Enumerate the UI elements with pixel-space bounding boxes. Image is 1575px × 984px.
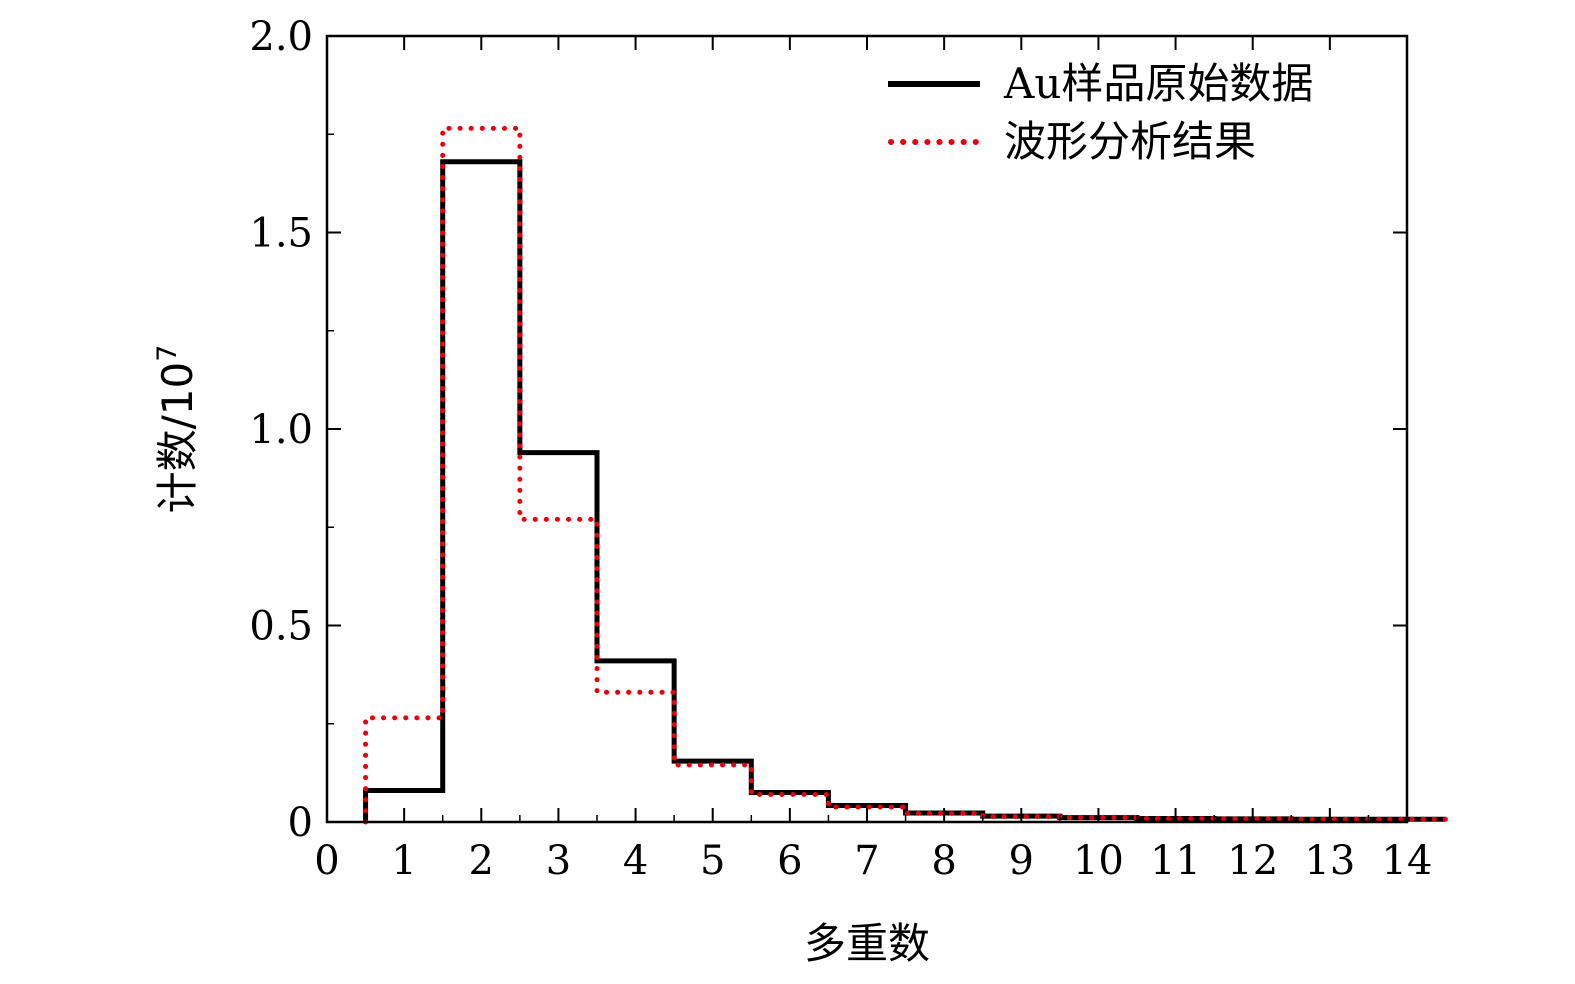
x-axis-title: 多重数 — [804, 919, 930, 968]
x-tick-label: 10 — [1073, 838, 1124, 884]
x-tick-label: 9 — [1009, 838, 1034, 884]
x-tick-label: 12 — [1227, 838, 1278, 884]
x-tick-label: 8 — [931, 838, 956, 884]
legend: Au样品原始数据 波形分析结果 — [888, 59, 1313, 166]
y-tick-label: 0.5 — [249, 604, 313, 650]
series-raw-data-step-line — [363, 159, 1446, 822]
y-tick-label: 0 — [288, 800, 313, 846]
y-tick-label: 2.0 — [249, 14, 313, 60]
legend-label-raw: Au样品原始数据 — [1003, 59, 1313, 108]
x-tick-label: 2 — [469, 838, 494, 884]
x-tick-label: 11 — [1150, 838, 1201, 884]
x-tick-label: 13 — [1304, 838, 1355, 884]
x-tick-label: 5 — [700, 838, 725, 884]
x-tick-label: 3 — [546, 838, 571, 884]
x-axis-ticks: 0 1 2 3 4 5 6 7 8 9 10 11 12 13 14 — [314, 36, 1432, 884]
x-tick-label: 6 — [777, 838, 802, 884]
y-axis-ticks: 0 0.5 1.0 1.5 2.0 — [249, 14, 1407, 846]
y-tick-label: 1.5 — [249, 211, 313, 257]
legend-label-waveform: 波形分析结果 — [1004, 117, 1256, 166]
y-axis-title: 计数/107 — [152, 345, 202, 514]
x-tick-label: 7 — [854, 838, 879, 884]
x-tick-label: 4 — [623, 838, 648, 884]
y-axis-title-exponent: 7 — [152, 345, 183, 362]
x-tick-label: 14 — [1382, 838, 1433, 884]
series-waveform-result-step-line — [363, 125, 1449, 825]
series-layer — [363, 125, 1449, 825]
y-axis-title-base: 计数/10 — [153, 362, 202, 514]
x-tick-label: 1 — [391, 838, 416, 884]
y-tick-label: 1.0 — [249, 407, 313, 453]
x-tick-label: 0 — [314, 838, 339, 884]
